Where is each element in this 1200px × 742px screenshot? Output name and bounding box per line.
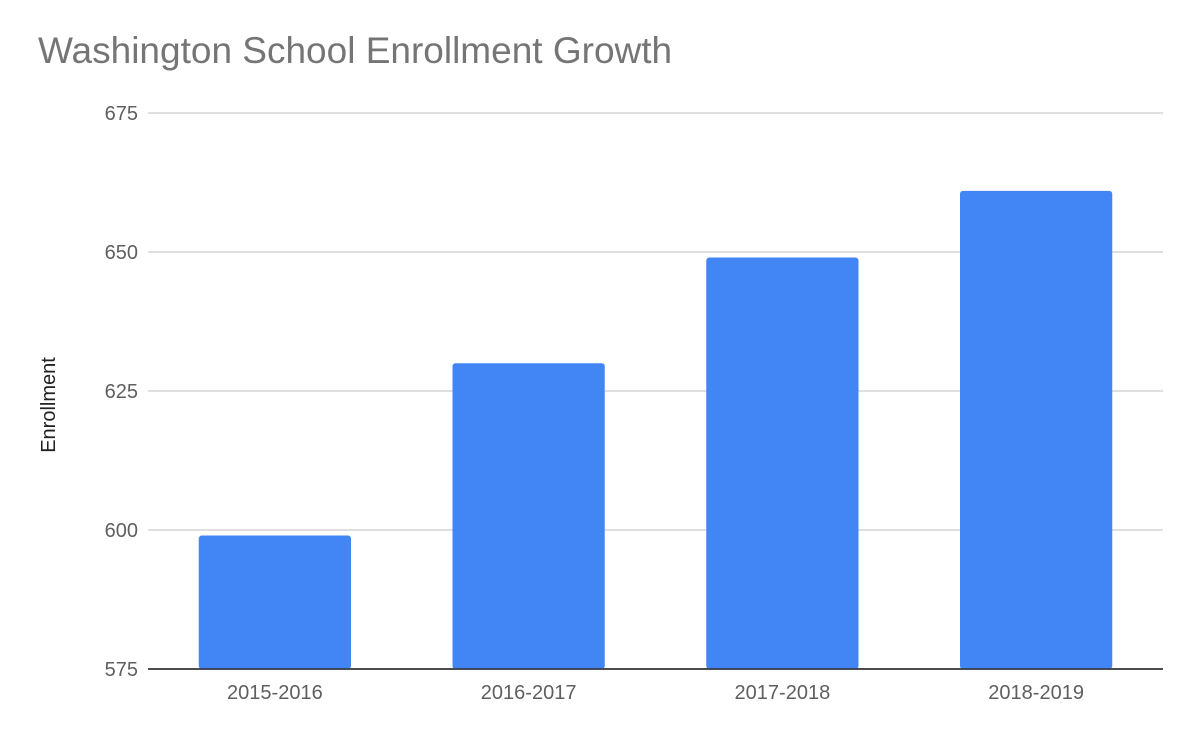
y-tick-label: 600 bbox=[105, 520, 138, 542]
y-axis-label: Enrollment bbox=[38, 357, 60, 453]
bar bbox=[452, 363, 605, 669]
y-axis-ticks: 575 600 625 650 675 bbox=[105, 103, 138, 681]
y-tick-label: 675 bbox=[105, 103, 138, 125]
bar bbox=[960, 190, 1113, 669]
y-tick-label: 575 bbox=[105, 659, 138, 681]
bar bbox=[706, 257, 859, 669]
x-tick-label: 2018-2019 bbox=[988, 682, 1084, 704]
chart-title: Washington School Enrollment Growth bbox=[38, 30, 673, 71]
y-tick-label: 625 bbox=[105, 381, 138, 403]
bar bbox=[198, 535, 351, 669]
x-tick-label: 2015-2016 bbox=[227, 682, 323, 704]
x-tick-label: 2016-2017 bbox=[481, 682, 577, 704]
x-tick-label: 2017-2018 bbox=[735, 682, 831, 704]
y-tick-label: 650 bbox=[105, 242, 138, 264]
bars bbox=[198, 190, 1113, 669]
x-axis-ticks: 2015-2016 2016-2017 2017-2018 2018-2019 bbox=[227, 682, 1084, 704]
